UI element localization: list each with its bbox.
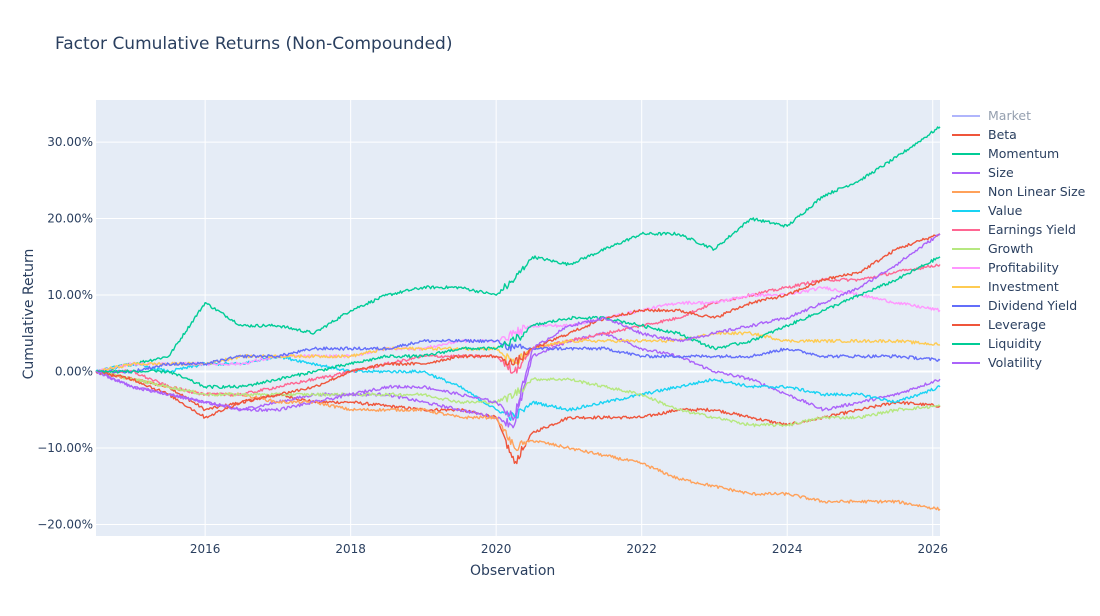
legend-label: Value <box>988 203 1023 218</box>
legend-item-profitability[interactable]: Profitability <box>952 258 1085 277</box>
legend-label: Non Linear Size <box>988 184 1086 199</box>
y-gridlines <box>96 141 940 526</box>
series-line-momentum <box>95 126 941 373</box>
legend-swatch <box>952 209 980 212</box>
y-tick-label: 30.00% <box>47 135 93 149</box>
y-tick-label: 0.00% <box>55 365 93 379</box>
legend-label: Leverage <box>988 317 1046 332</box>
series-line-leverage <box>95 233 941 419</box>
legend-item-value[interactable]: Value <box>952 201 1085 220</box>
legend-label: Size <box>988 165 1014 180</box>
legend-item-size[interactable]: Size <box>952 163 1085 182</box>
legend-swatch <box>952 114 980 117</box>
x-tick-label: 2024 <box>772 542 803 556</box>
legend-label: Volatility <box>988 355 1042 370</box>
legend-swatch <box>952 342 980 345</box>
series-line-volatility <box>95 233 941 421</box>
legend-label: Momentum <box>988 146 1060 161</box>
x-axis-label: Observation <box>470 563 556 579</box>
legend-swatch <box>952 190 980 193</box>
legend-item-investment[interactable]: Investment <box>952 277 1085 296</box>
legend-item-leverage[interactable]: Leverage <box>952 315 1085 334</box>
y-tick-label: −20.00% <box>37 518 93 532</box>
legend-item-dividend-yield[interactable]: Dividend Yield <box>952 296 1085 315</box>
y-axis-label: Cumulative Return <box>21 248 37 380</box>
legend-swatch <box>952 323 980 326</box>
series-line-profitability <box>95 286 941 374</box>
legend-swatch <box>952 304 980 307</box>
legend-item-liquidity[interactable]: Liquidity <box>952 334 1085 353</box>
x-tick-label: 2018 <box>335 542 366 556</box>
legend-swatch <box>952 152 980 155</box>
legend-label: Growth <box>988 241 1034 256</box>
y-tick-label: 10.00% <box>47 288 93 302</box>
legend-swatch <box>952 228 980 231</box>
plot-area <box>96 100 940 536</box>
legend-label: Dividend Yield <box>988 298 1078 313</box>
x-axis-ticks: 2016 2018 2020 2022 2024 2026 <box>190 542 948 556</box>
legend-label: Liquidity <box>988 336 1042 351</box>
chart-title: Factor Cumulative Returns (Non-Compounde… <box>55 34 453 54</box>
x-tick-label: 2016 <box>190 542 221 556</box>
legend-item-earnings-yield[interactable]: Earnings Yield <box>952 220 1085 239</box>
y-tick-label: 20.00% <box>47 212 93 226</box>
legend: Market Beta Momentum Size Non Linear Size Val… <box>952 106 1085 372</box>
legend-swatch <box>952 266 980 269</box>
legend-item-momentum[interactable]: Momentum <box>952 144 1085 163</box>
legend-item-market[interactable]: Market <box>952 106 1085 125</box>
series-line-dividend-yield <box>95 338 941 374</box>
legend-swatch <box>952 133 980 136</box>
legend-label: Earnings Yield <box>988 222 1076 237</box>
y-tick-label: −10.00% <box>37 441 93 455</box>
legend-item-volatility[interactable]: Volatility <box>952 353 1085 372</box>
x-tick-label: 2026 <box>917 542 948 556</box>
y-axis-ticks: −20.00% −10.00% 0.00% 10.00% 20.00% 30.00% <box>37 135 93 531</box>
legend-swatch <box>952 171 980 174</box>
legend-item-growth[interactable]: Growth <box>952 239 1085 258</box>
x-tick-label: 2022 <box>626 542 657 556</box>
legend-swatch <box>952 285 980 288</box>
series-line-growth <box>95 370 941 428</box>
legend-label: Profitability <box>988 260 1059 275</box>
legend-label: Market <box>988 108 1031 123</box>
legend-item-non-linear-size[interactable]: Non Linear Size <box>952 182 1085 201</box>
legend-item-beta[interactable]: Beta <box>952 125 1085 144</box>
legend-label: Beta <box>988 127 1017 142</box>
legend-swatch <box>952 247 980 250</box>
series-group <box>95 126 941 511</box>
series-line-liquidity <box>95 256 941 389</box>
x-tick-label: 2020 <box>481 542 512 556</box>
legend-swatch <box>952 361 980 364</box>
legend-label: Investment <box>988 279 1059 294</box>
